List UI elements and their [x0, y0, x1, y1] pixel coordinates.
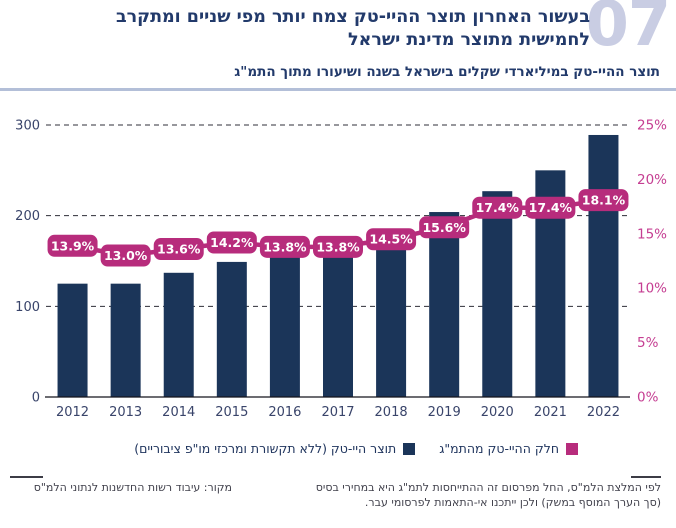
combo-chart: 300 200 100 0 25% 20% 15% 10% 5% 0% 2012 2013 2014 20…	[15, 118, 667, 421]
right-axis-tick-0: 0%	[637, 390, 659, 406]
title-line-2: לחמישית מתוצר מדינת ישראל	[348, 29, 590, 50]
point-label-2016: 13.8%	[263, 239, 307, 254]
left-axis-tick-100: 100	[15, 300, 40, 315]
point-label-2020: 17.4%	[476, 200, 520, 215]
point-label-2022: 18.1%	[582, 193, 626, 208]
year-label-2016: 2016	[268, 405, 301, 420]
header-divider	[0, 88, 676, 91]
year-label-2013: 2013	[109, 405, 142, 420]
left-axis-tick-200: 200	[15, 209, 40, 224]
right-axis-tick-15: 15%	[637, 226, 667, 242]
figure-number: 07	[585, 0, 671, 60]
chart-legend: חלק ההיי-טק מהתמ"ג תוצר היי-טק (ללא תקשו…	[134, 441, 578, 456]
legend-label-hightech-output: תוצר היי-טק (ללא תקשורת ומרכזי מו"פ ציבו…	[134, 441, 397, 456]
methodology-note-line-1: לפי המלצת הלמ"ס, החל מפרסום זה ההתייחסות…	[315, 481, 661, 494]
point-label-box-2013	[100, 244, 151, 267]
point-label-box-2019	[419, 216, 470, 239]
bar-2016	[269, 256, 300, 397]
point-label-2013: 13.0%	[104, 248, 148, 263]
point-label-2021: 17.4%	[529, 200, 573, 215]
point-label-box-2016	[259, 235, 310, 258]
year-label-2020: 2020	[481, 405, 514, 420]
point-label-box-2015	[206, 231, 257, 254]
point-label-2012: 13.9%	[51, 238, 95, 253]
year-label-2012: 2012	[56, 405, 89, 420]
left-axis-tick-300: 300	[15, 119, 40, 134]
point-label-box-2018	[366, 228, 417, 251]
footnote-rule-left	[10, 476, 43, 478]
source-note: מקור: עיבוד רשות החדשנות לנתוני הלמ"ס	[33, 481, 232, 494]
year-label-2014: 2014	[162, 405, 195, 420]
point-label-box-2022	[578, 189, 629, 212]
bar-2020	[482, 191, 513, 397]
point-label-box-2014	[153, 238, 204, 261]
footnote-rule-right	[631, 476, 661, 478]
point-label-2019: 15.6%	[422, 220, 466, 235]
point-label-box-2017	[313, 235, 363, 258]
methodology-note: לפי המלצת הלמ"ס, החל מפרסום זה ההתייחסות…	[309, 481, 661, 511]
point-label-2014: 13.6%	[157, 242, 201, 257]
year-label-2015: 2015	[215, 405, 248, 420]
gdp-share-swatch-icon	[566, 442, 578, 455]
legend-label-gdp-share: חלק ההיי-טק מהתמ"ג	[439, 441, 559, 456]
chart-subtitle: תוצר ההיי-טק במיליארדי שקלים בישראל בשנה…	[234, 64, 660, 80]
point-label-box-2021	[525, 196, 576, 219]
bar-2014	[163, 272, 194, 397]
year-label-2018: 2018	[375, 405, 408, 420]
bar-2015	[216, 261, 247, 397]
bar-2012	[57, 283, 88, 397]
methodology-note-line-2: (סך הערך המוסף במשק) ולכן ייתכנו אי-התאמ…	[364, 495, 661, 509]
left-axis-tick-0: 0	[32, 391, 40, 406]
legend-item-gdp-share: חלק ההיי-טק מהתמ"ג	[439, 441, 578, 456]
bar-2019	[429, 212, 460, 397]
bar-2017	[323, 253, 353, 397]
point-label-box-2020	[472, 196, 523, 219]
year-label-2019: 2019	[428, 405, 461, 420]
point-label-box-2012	[47, 234, 98, 257]
bar-2022	[588, 134, 619, 397]
point-label-2017: 13.8%	[316, 239, 360, 254]
legend-item-hightech-output: תוצר היי-טק (ללא תקשורת ומרכזי מו"פ ציבו…	[134, 441, 416, 456]
year-label-2021: 2021	[534, 405, 567, 420]
right-axis-tick-10: 10%	[637, 281, 667, 297]
page-title: בעשור האחרון תוצר ההיי-טק צמח יותר מפי ש…	[70, 6, 590, 52]
right-axis-tick-25: 25%	[637, 118, 667, 134]
right-axis-tick-5: 5%	[637, 335, 659, 351]
point-label-2015: 14.2%	[210, 235, 254, 250]
bar-2013	[110, 283, 141, 397]
title-line-1: בעשור האחרון תוצר ההיי-טק צמח יותר מפי ש…	[115, 7, 590, 27]
year-label-2017: 2017	[321, 405, 354, 420]
point-label-2018: 14.5%	[369, 232, 413, 247]
right-axis-tick-20: 20%	[637, 172, 667, 188]
year-label-2022: 2022	[587, 405, 620, 420]
bar-2018	[376, 245, 407, 397]
hightech-output-swatch-icon	[403, 442, 416, 455]
